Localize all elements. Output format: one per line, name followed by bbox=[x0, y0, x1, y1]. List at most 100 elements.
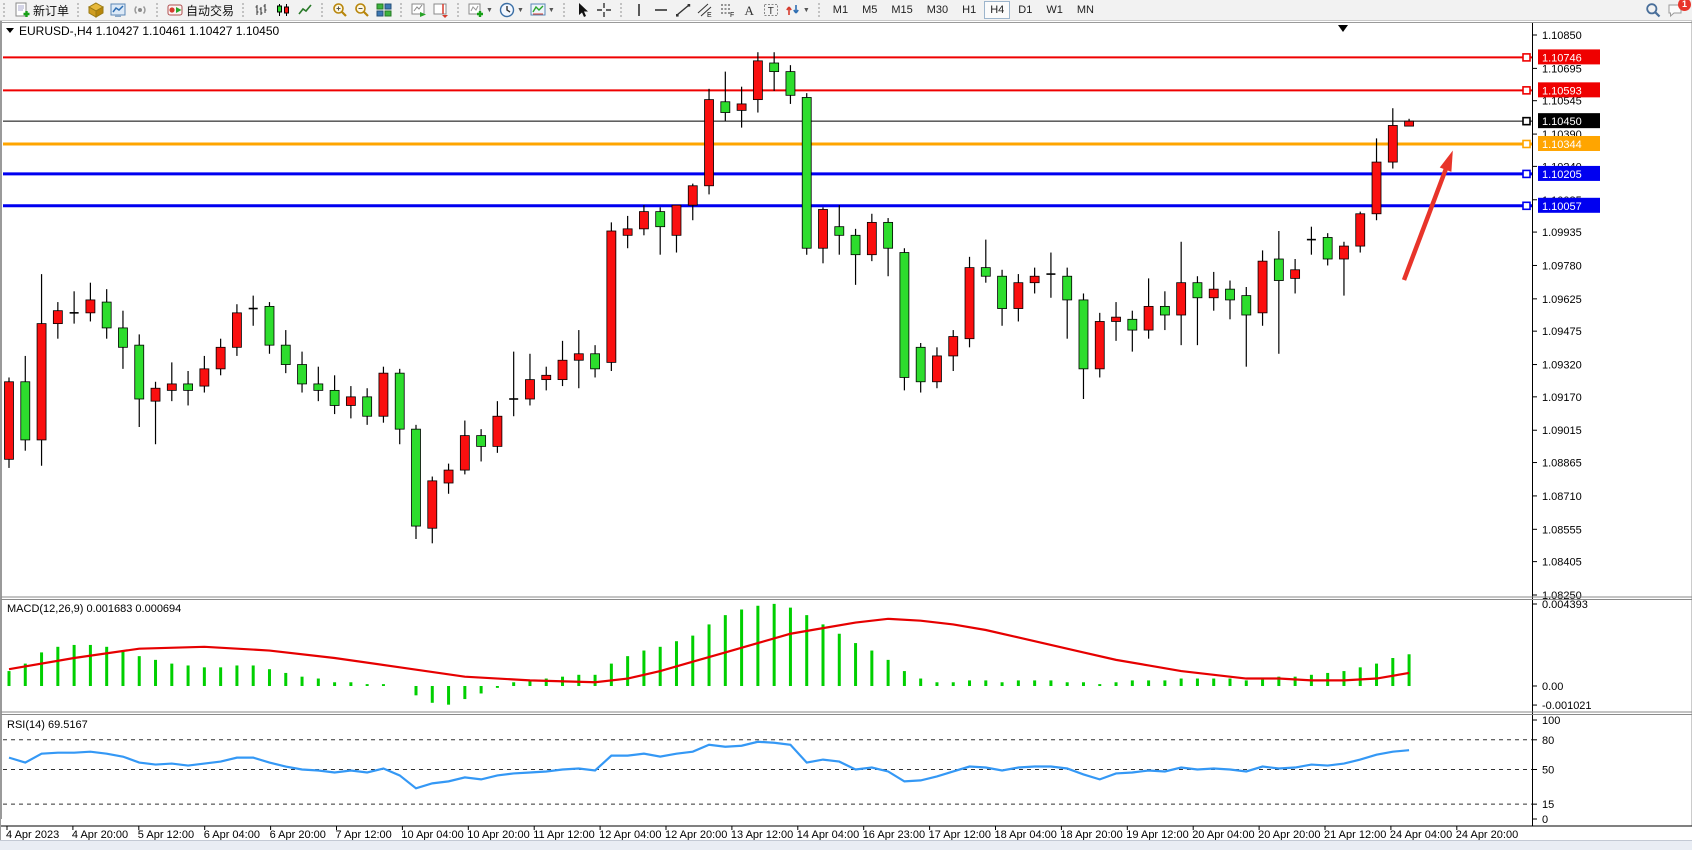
toolbar-grip bbox=[562, 3, 568, 17]
svg-text:80: 80 bbox=[1542, 735, 1554, 747]
indicators-icon bbox=[468, 2, 484, 18]
templates-button[interactable]: ▼ bbox=[528, 1, 557, 20]
indicators-button[interactable]: ▼ bbox=[466, 1, 495, 20]
toolbar-group-pointer bbox=[560, 0, 617, 21]
time-axis-label: 13 Apr 12:00 bbox=[731, 829, 793, 840]
chevron-down-icon[interactable]: ▼ bbox=[516, 6, 524, 14]
tile-windows-button[interactable] bbox=[374, 1, 394, 20]
level-price-label: 1.10593 bbox=[1542, 85, 1582, 97]
text-button[interactable]: A bbox=[739, 1, 759, 20]
trendline-button[interactable] bbox=[673, 1, 693, 20]
line-chart-button[interactable] bbox=[295, 1, 315, 20]
time-axis-label: 21 Apr 12:00 bbox=[1324, 829, 1386, 840]
text-icon: A bbox=[741, 2, 757, 18]
chart-window[interactable]: EURUSD-,H4 1.10427 1.10461 1.10427 1.104… bbox=[0, 21, 1692, 840]
time-axis-label: 24 Apr 20:00 bbox=[1456, 829, 1518, 840]
svg-text:-0.001021: -0.001021 bbox=[1542, 700, 1592, 712]
toolbar-grip bbox=[3, 3, 8, 17]
signal-icon bbox=[132, 2, 148, 18]
svg-text:15: 15 bbox=[1542, 799, 1554, 811]
toolbar-group-scroll bbox=[397, 0, 454, 21]
time-axis-label: 4 Apr 2023 bbox=[6, 829, 59, 840]
tile-windows-icon bbox=[376, 2, 392, 18]
signals-button[interactable] bbox=[130, 1, 150, 20]
svg-text:50: 50 bbox=[1542, 765, 1554, 777]
chat-button[interactable]: 1 bbox=[1665, 0, 1691, 20]
svg-text:1.09625: 1.09625 bbox=[1542, 294, 1582, 306]
svg-text:T: T bbox=[768, 6, 774, 17]
arrows-icon bbox=[785, 2, 801, 18]
equidistant-channel-button[interactable]: E bbox=[695, 1, 715, 20]
svg-text:100: 100 bbox=[1542, 715, 1560, 727]
timeframe-button-H4[interactable]: H4 bbox=[984, 1, 1011, 19]
text-label-button[interactable]: T bbox=[761, 1, 781, 20]
toolbar-group-orders: 新订单 bbox=[0, 0, 74, 21]
profiles-icon bbox=[110, 2, 126, 18]
profiles-button[interactable] bbox=[108, 1, 128, 20]
time-axis-label: 20 Apr 04:00 bbox=[1192, 829, 1254, 840]
timeframe-button-M1[interactable]: M1 bbox=[832, 4, 849, 16]
chevron-down-icon[interactable]: ▼ bbox=[802, 6, 810, 14]
line-chart-icon bbox=[297, 2, 313, 18]
notification-badge: 1 bbox=[1678, 0, 1691, 11]
toolbar-grip bbox=[619, 3, 625, 17]
autotrading-icon bbox=[167, 2, 183, 18]
zoom-out-button[interactable] bbox=[352, 1, 372, 20]
time-axis-label: 12 Apr 04:00 bbox=[599, 829, 661, 840]
toolbar-grip bbox=[321, 3, 326, 17]
cursor-button[interactable] bbox=[572, 1, 592, 20]
svg-text:1.10850: 1.10850 bbox=[1542, 30, 1582, 42]
timeframe-button-W1[interactable]: W1 bbox=[1046, 4, 1063, 16]
time-axis-label: 6 Apr 04:00 bbox=[204, 829, 260, 840]
new-chart-button[interactable] bbox=[86, 1, 106, 20]
new-order-button-label: 新订单 bbox=[33, 3, 70, 18]
autotrading-button[interactable]: 自动交易 bbox=[165, 1, 236, 20]
svg-text:1.09170: 1.09170 bbox=[1542, 392, 1582, 404]
fibonacci-button[interactable]: F bbox=[717, 1, 737, 20]
time-axis-label: 5 Apr 12:00 bbox=[138, 829, 194, 840]
hline-button[interactable] bbox=[651, 1, 671, 20]
chart-canvas[interactable]: EURUSD-,H4 1.10427 1.10461 1.10427 1.104… bbox=[1, 21, 1692, 840]
macd-label: MACD(12,26,9) 0.001683 0.000694 bbox=[7, 603, 181, 615]
timeframe-button-M30[interactable]: M30 bbox=[926, 4, 949, 16]
arrows-button[interactable]: ▼ bbox=[783, 1, 812, 20]
svg-text:F: F bbox=[730, 12, 734, 18]
timeframe-button-H1[interactable]: H1 bbox=[962, 4, 977, 16]
timeframe-button-M15[interactable]: M15 bbox=[891, 4, 913, 16]
candles-chart-button[interactable] bbox=[273, 1, 293, 20]
svg-text:1.08710: 1.08710 bbox=[1542, 491, 1582, 503]
chevron-down-icon[interactable]: ▼ bbox=[547, 6, 555, 14]
time-axis-label: 10 Apr 04:00 bbox=[401, 829, 463, 840]
toolbar-grip bbox=[156, 3, 161, 17]
zoom-in-button[interactable] bbox=[330, 1, 350, 20]
svg-text:1.08405: 1.08405 bbox=[1542, 557, 1582, 569]
time-axis-label: 14 Apr 04:00 bbox=[797, 829, 859, 840]
fibonacci-icon: F bbox=[719, 2, 735, 18]
new-order-button[interactable]: 新订单 bbox=[12, 1, 71, 20]
timeframe-button-D1[interactable]: D1 bbox=[1018, 4, 1033, 16]
svg-text:1.09475: 1.09475 bbox=[1542, 326, 1582, 338]
timeframe-button-MN[interactable]: MN bbox=[1076, 4, 1094, 16]
chevron-down-icon[interactable]: ▼ bbox=[486, 6, 493, 14]
level-price-label: 1.10205 bbox=[1542, 169, 1582, 181]
toolbar-group-insert: ▼ ▼ ▼ bbox=[454, 0, 560, 21]
svg-text:0: 0 bbox=[1542, 814, 1548, 826]
auto-scroll-button[interactable] bbox=[409, 1, 429, 20]
crosshair-button[interactable] bbox=[594, 1, 614, 20]
svg-text:1.09015: 1.09015 bbox=[1542, 425, 1582, 437]
zoom-in-icon bbox=[332, 2, 348, 18]
time-axis-label: 12 Apr 20:00 bbox=[665, 829, 727, 840]
vline-button[interactable] bbox=[629, 1, 649, 20]
svg-text:1.08555: 1.08555 bbox=[1542, 524, 1582, 536]
trend-arrow bbox=[1439, 150, 1453, 172]
chart-shift-button[interactable] bbox=[431, 1, 451, 20]
search-button[interactable] bbox=[1643, 1, 1663, 20]
toolbar-group-autotrade: 自动交易 bbox=[153, 0, 239, 21]
toolbar-group-zoom bbox=[318, 0, 397, 21]
bars-chart-button[interactable] bbox=[251, 1, 271, 20]
svg-text:1.10545: 1.10545 bbox=[1542, 96, 1582, 108]
toolbar-group-objects: E F A T ▼ bbox=[617, 0, 815, 21]
periods-button[interactable]: ▼ bbox=[497, 1, 526, 20]
timeframe-button-M5[interactable]: M5 bbox=[862, 4, 878, 16]
chart-title: EURUSD-,H4 1.10427 1.10461 1.10427 1.104… bbox=[19, 24, 280, 38]
